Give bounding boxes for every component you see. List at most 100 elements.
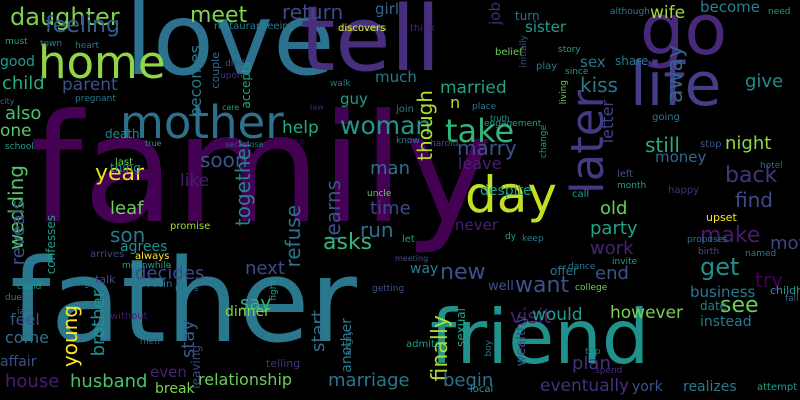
word-uncle: uncle xyxy=(367,189,392,199)
word-business: business xyxy=(690,283,756,301)
word-law: law xyxy=(310,103,324,112)
word-thing: thing xyxy=(110,161,141,175)
word-daughter: daughter xyxy=(10,3,120,31)
word-give: give xyxy=(745,71,784,92)
word-date: date xyxy=(700,299,728,313)
word-break: break xyxy=(155,381,195,397)
word-need: need xyxy=(768,7,791,17)
word-man: man xyxy=(370,158,410,179)
word-left: left xyxy=(617,169,634,180)
word-begin: begin xyxy=(443,370,494,391)
word-upset: upset xyxy=(706,211,737,224)
word-wealthy: wealthy xyxy=(514,315,529,367)
word-also: also xyxy=(5,103,42,124)
word-start: start xyxy=(308,310,329,352)
word-take: take xyxy=(445,112,515,150)
word-woman: woman xyxy=(340,111,432,140)
word-happy: happy xyxy=(668,185,700,196)
word-close: close xyxy=(243,140,264,149)
word-place: place xyxy=(472,102,497,112)
word-love: love xyxy=(125,0,335,98)
word-time: time xyxy=(370,198,411,219)
word-confronts: confronts xyxy=(340,23,387,34)
word-soon: soon xyxy=(200,148,248,172)
word-sister: sister xyxy=(525,18,567,36)
word-living: living xyxy=(559,80,569,105)
word-come: come xyxy=(5,328,50,347)
word-new: new xyxy=(440,260,486,285)
word-husband: husband xyxy=(70,371,148,392)
word-becomes: becomes xyxy=(186,45,205,118)
word-invite: invite xyxy=(612,257,638,267)
word-month: month xyxy=(617,181,647,191)
word-must: must xyxy=(5,37,28,47)
word-harold: harold xyxy=(430,139,459,149)
word-feel: feel xyxy=(10,310,40,329)
word-restaurant: restaurant xyxy=(214,21,267,32)
word-death: death xyxy=(105,127,140,141)
word-college: college xyxy=(575,283,608,293)
word-decides: decides xyxy=(135,263,205,284)
word-well: well xyxy=(488,279,514,294)
word-story: story xyxy=(558,45,581,55)
word-year: year xyxy=(95,161,145,186)
word-get: get xyxy=(700,253,740,281)
word-end: end xyxy=(595,263,629,284)
word-promise: promise xyxy=(170,221,211,232)
word-hotel: hotel xyxy=(760,161,783,171)
word-share: share xyxy=(615,54,649,68)
word-old: old xyxy=(600,198,628,219)
word-friend: friend xyxy=(430,293,650,381)
word-stop: stop xyxy=(700,139,722,150)
word-want: want xyxy=(515,273,570,298)
word-girl: girl xyxy=(375,0,400,18)
word-find: find xyxy=(735,188,773,212)
word-died: died xyxy=(225,59,245,69)
word-money: money xyxy=(655,148,707,166)
word-leave: leave xyxy=(458,154,502,173)
word-offer: offer xyxy=(550,264,578,278)
word-wife: wife xyxy=(650,3,686,23)
word-childhood: childhood xyxy=(770,284,800,297)
word-guy: guy xyxy=(340,90,368,108)
word-let: let xyxy=(402,234,415,245)
word-trip: trip xyxy=(585,347,601,357)
word-much: much xyxy=(375,68,417,86)
word-pregnant: pregnant xyxy=(75,94,116,104)
word-return: return xyxy=(282,0,344,24)
word-named: named xyxy=(745,249,777,259)
word-could: could xyxy=(17,282,42,292)
word-getting: getting xyxy=(372,284,405,294)
word-father: father xyxy=(10,235,357,369)
word-since: since xyxy=(565,67,589,77)
word-long: long xyxy=(70,279,90,289)
word-kiss: kiss xyxy=(580,73,618,97)
word-visit: visit xyxy=(510,304,552,328)
word-due: due xyxy=(5,293,22,303)
word-become: become xyxy=(700,0,761,16)
word-school: school xyxy=(5,142,34,152)
word-n: n xyxy=(450,93,461,112)
word-york: york xyxy=(632,379,663,395)
word-relationship: relationship xyxy=(198,370,293,389)
word-engagement: engagement xyxy=(484,119,542,129)
word-marry: marry xyxy=(457,136,517,160)
word-fall: fall xyxy=(785,294,799,304)
word-care: care xyxy=(222,103,240,112)
word-boy: boy xyxy=(484,340,494,357)
word-sex: sex xyxy=(580,53,606,71)
word-good: good xyxy=(0,54,35,70)
word-sexual: sexual xyxy=(454,308,468,347)
word-despite: despite xyxy=(480,183,532,199)
word-child: child xyxy=(2,73,45,94)
word-seeing: seeing xyxy=(262,21,295,32)
word-cousin: cousin xyxy=(140,279,173,290)
word-mother: mother xyxy=(120,96,284,149)
word-parent: parent xyxy=(62,75,118,95)
word-married: married xyxy=(440,78,507,98)
word-admits: admits xyxy=(406,339,441,350)
word-letter: letter xyxy=(598,100,617,144)
word-talk: talk xyxy=(95,273,116,286)
word-instead: instead xyxy=(700,314,752,330)
word-although: although xyxy=(610,7,650,17)
